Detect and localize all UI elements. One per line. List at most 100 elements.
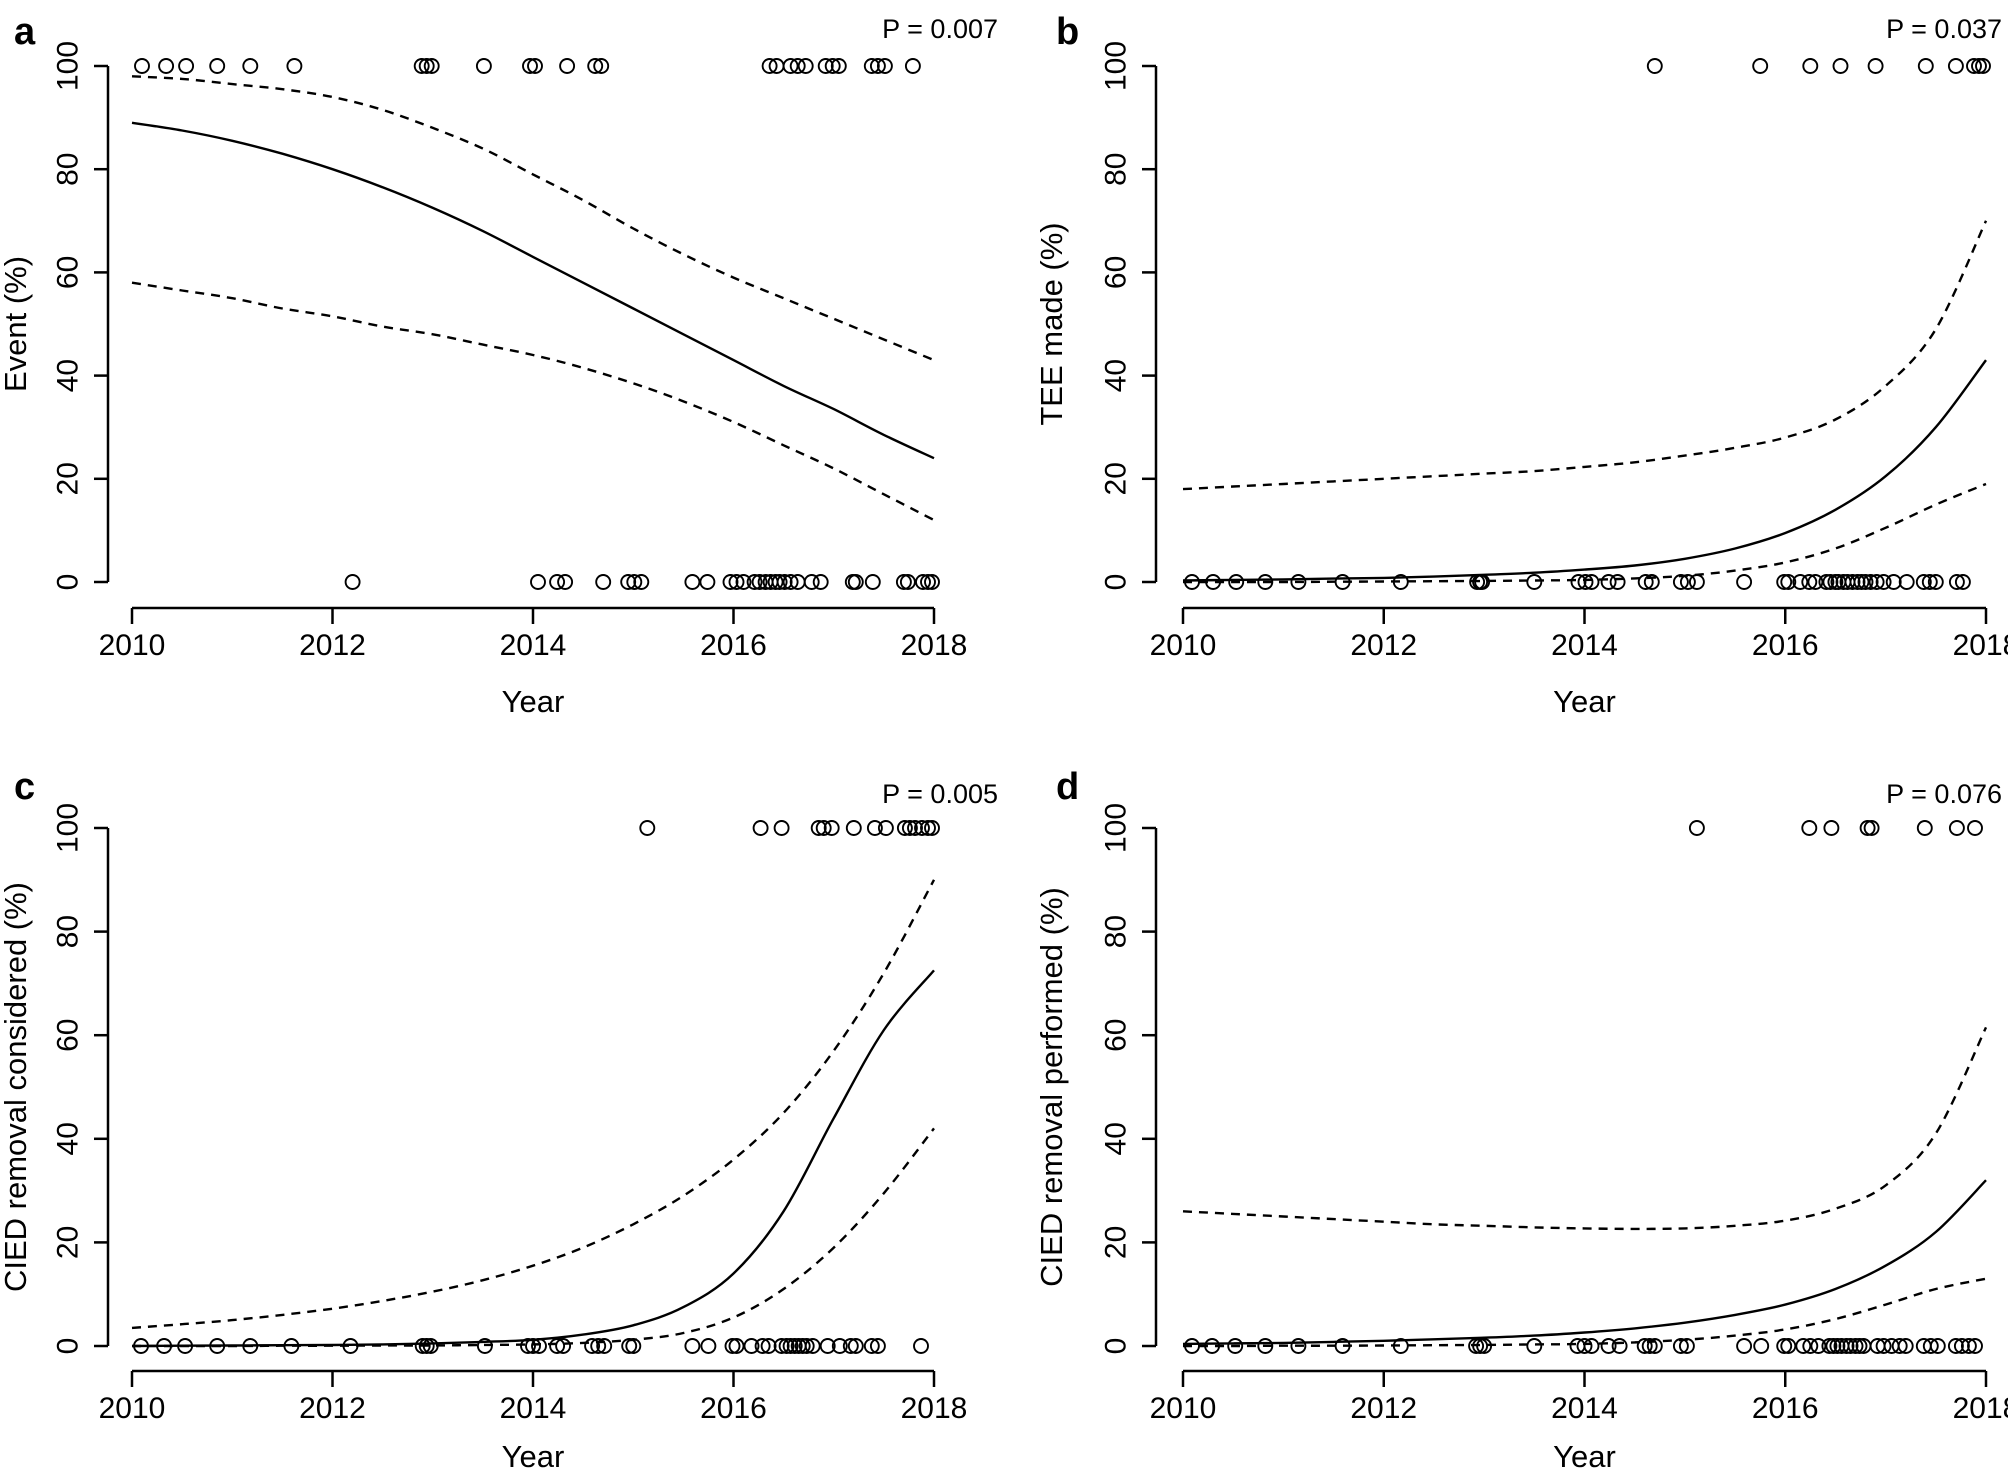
observation-circle xyxy=(525,1338,541,1354)
rug-points-100 xyxy=(1688,820,1983,836)
p-value-annotation: P = 0.076 xyxy=(1886,779,2002,809)
observation-circle xyxy=(555,1338,572,1354)
observation-circle xyxy=(754,1338,771,1354)
observation-circle xyxy=(625,1338,642,1354)
observation-circle xyxy=(633,574,650,590)
y-tick-label: 40 xyxy=(1100,359,1133,392)
observation-circle xyxy=(773,820,790,836)
y-tick-label: 40 xyxy=(52,359,85,392)
observation-circle xyxy=(286,58,303,74)
observation-circle xyxy=(1392,1338,1409,1354)
observation-circle xyxy=(876,58,893,74)
observation-circle xyxy=(1474,574,1491,590)
observation-circle xyxy=(1227,1338,1244,1354)
observation-circle xyxy=(177,1338,194,1354)
observation-circle xyxy=(413,58,430,74)
observation-circle xyxy=(156,1338,173,1354)
observation-circle xyxy=(1897,1338,1914,1354)
observation-circle xyxy=(1863,820,1880,836)
observation-circle xyxy=(1842,1338,1859,1354)
y-axis-title: TEE made (%) xyxy=(1034,222,1069,425)
observation-circle xyxy=(530,574,546,590)
p-value-annotation: P = 0.005 xyxy=(882,779,998,809)
y-tick-label: 60 xyxy=(1100,1019,1133,1052)
observation-circle xyxy=(242,58,259,74)
y-tick-label: 80 xyxy=(1100,915,1133,948)
panel-letter: c xyxy=(14,766,35,808)
observation-circle xyxy=(1921,574,1938,590)
observation-circle xyxy=(1802,58,1819,74)
observation-circle xyxy=(1801,820,1818,836)
observation-circle xyxy=(1971,58,1987,74)
observation-circle xyxy=(1646,58,1663,74)
observation-circle xyxy=(1334,1338,1351,1354)
y-tick-label: 20 xyxy=(52,1226,85,1259)
observation-circle xyxy=(899,574,916,590)
observation-circle xyxy=(724,1338,741,1354)
observation-circle xyxy=(283,1338,300,1354)
observation-circle xyxy=(760,1338,777,1354)
y-tick-label: 40 xyxy=(52,1122,85,1155)
observation-circle xyxy=(1916,820,1933,836)
observation-circle xyxy=(1847,1338,1864,1354)
x-axis-title: Year xyxy=(502,684,565,719)
observation-circle xyxy=(1636,1338,1653,1354)
x-tick-label: 2014 xyxy=(500,629,567,662)
panel-d-chart: d P = 0.076 0 20 40 60 80 100 CIED removal perfo… xyxy=(1034,766,2008,1474)
observation-circle xyxy=(803,574,820,590)
observation-circle xyxy=(901,820,918,836)
x-tick-label: 2014 xyxy=(1551,629,1618,662)
observation-circle xyxy=(915,574,931,590)
lower-ci-curve xyxy=(1182,1277,1987,1348)
observation-circle xyxy=(798,1338,815,1354)
observation-circle xyxy=(743,1338,760,1354)
observation-circle xyxy=(1823,820,1840,836)
observation-circle xyxy=(812,574,829,590)
observation-circle xyxy=(1392,574,1409,590)
observation-circle xyxy=(344,574,361,590)
observation-circle xyxy=(1875,574,1892,590)
observation-circle xyxy=(1948,574,1965,590)
observation-circle xyxy=(778,1338,795,1354)
observation-circle xyxy=(1967,1338,1983,1354)
observation-circle xyxy=(559,58,576,74)
p-value-annotation: P = 0.007 xyxy=(882,14,998,44)
observation-circle xyxy=(895,574,912,590)
observation-circle xyxy=(639,820,656,836)
observation-circle xyxy=(823,820,840,836)
observation-circle xyxy=(782,58,799,74)
y-tick-label: 100 xyxy=(1100,41,1133,91)
observation-circle xyxy=(1290,574,1307,590)
observation-circle xyxy=(549,1338,566,1354)
observation-circle xyxy=(626,574,643,590)
observation-circle xyxy=(913,1338,929,1354)
observation-circle xyxy=(414,1338,431,1354)
observation-circle xyxy=(1801,574,1818,590)
upper-ci-curve xyxy=(131,879,936,1330)
observation-circle xyxy=(1570,574,1587,590)
observation-circle xyxy=(1753,1338,1770,1354)
panel-letter: b xyxy=(1056,11,1079,53)
observation-circle xyxy=(1576,1338,1593,1354)
upper-ci-curve xyxy=(1182,1026,1988,1231)
lower-ci-curve xyxy=(131,281,935,522)
y-tick-label: 80 xyxy=(52,153,85,186)
observation-circle xyxy=(557,574,574,590)
observation-circle xyxy=(1891,1338,1908,1354)
y-tick-label: 0 xyxy=(52,574,85,591)
observation-circle xyxy=(914,820,930,836)
observation-circle xyxy=(1641,1338,1658,1354)
observation-circle xyxy=(746,574,763,590)
observation-circle xyxy=(587,58,604,74)
observation-circle xyxy=(1736,574,1753,590)
observation-circle xyxy=(209,58,226,74)
observation-circle xyxy=(786,1338,803,1354)
observation-circle xyxy=(1678,1338,1695,1354)
observation-circle xyxy=(1917,58,1934,74)
observation-circle xyxy=(1643,574,1660,590)
observation-circle xyxy=(1859,820,1876,836)
observation-circle xyxy=(1600,574,1617,590)
observation-circle xyxy=(1807,574,1824,590)
upper-ci-curve xyxy=(1182,220,1988,491)
y-tick-label: 100 xyxy=(52,41,85,91)
